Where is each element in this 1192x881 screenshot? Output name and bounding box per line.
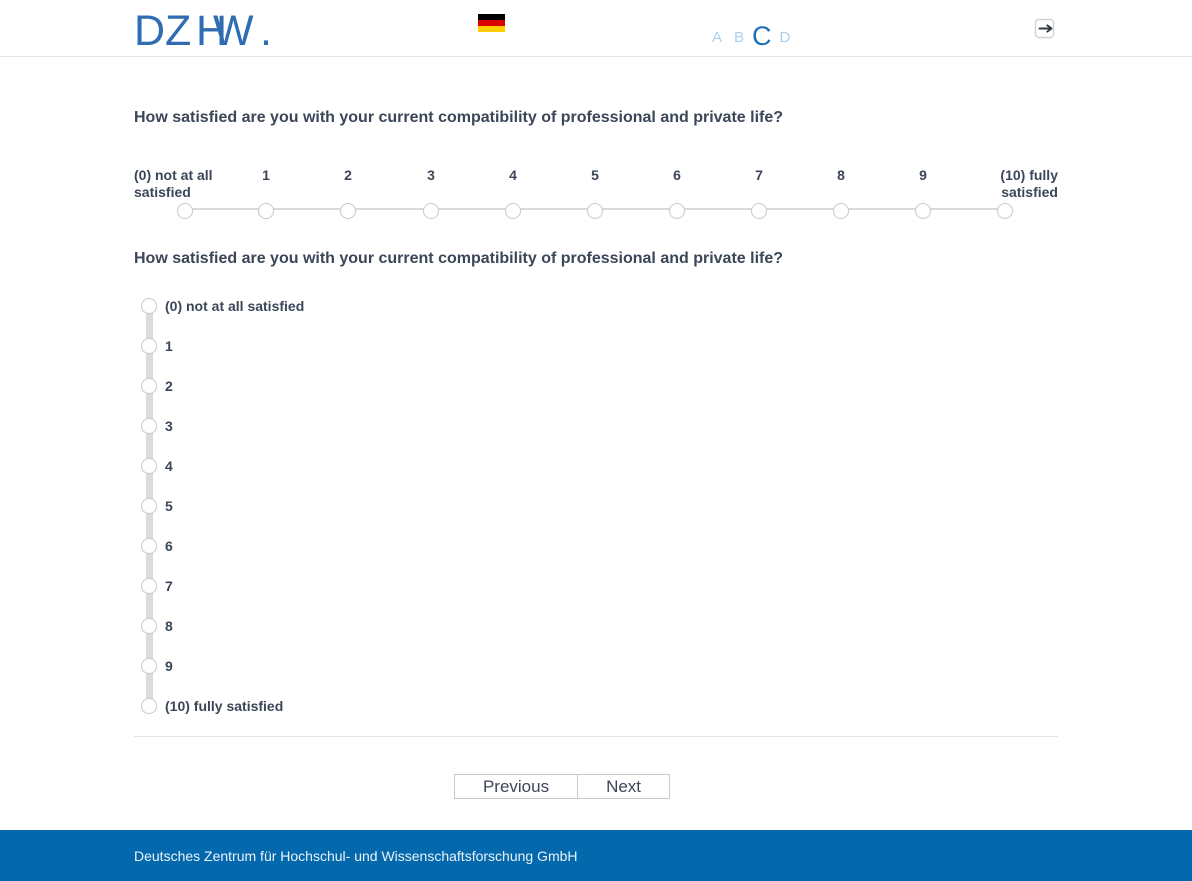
svg-text:DZ: DZ <box>134 11 191 55</box>
svg-text:W: W <box>213 11 254 55</box>
svg-text:.: . <box>260 11 272 55</box>
